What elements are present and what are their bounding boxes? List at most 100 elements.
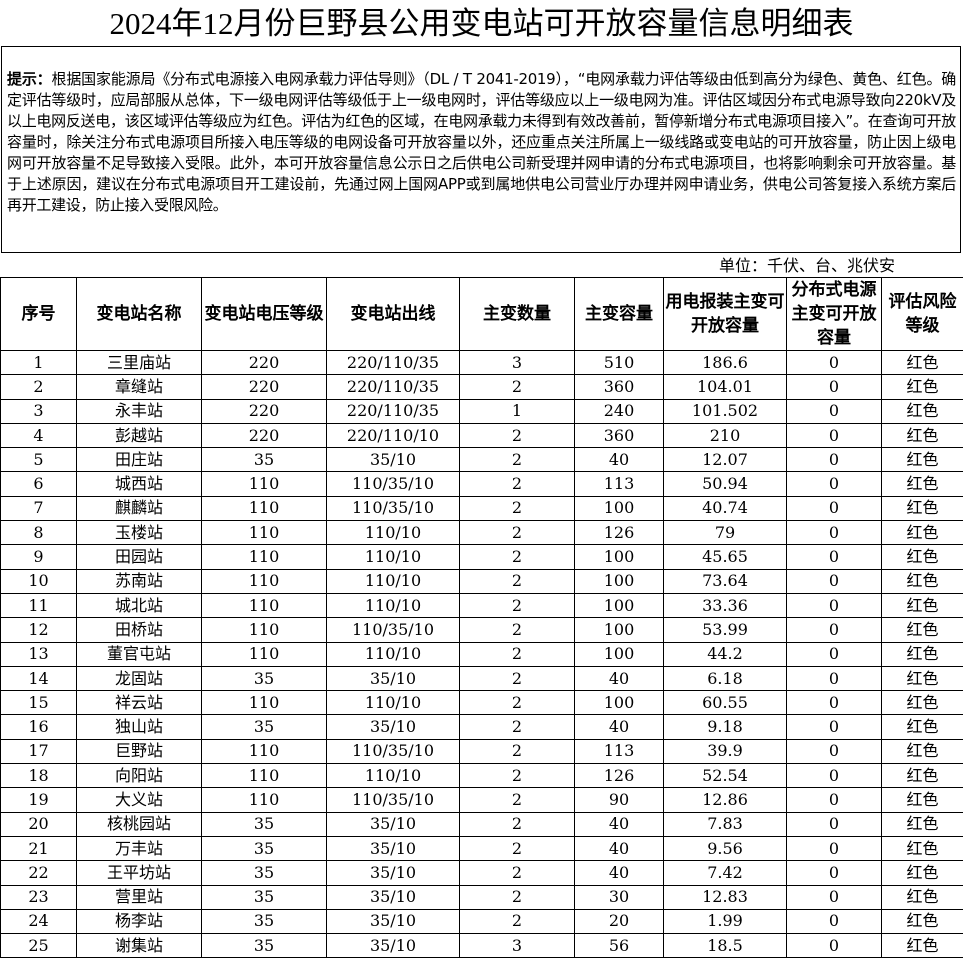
- table-cell: 田园站: [77, 545, 202, 569]
- notice-label: 提示：: [7, 70, 52, 88]
- table-cell: 0: [787, 934, 882, 958]
- table-cell: 2: [460, 423, 575, 447]
- table-cell: 7.42: [664, 861, 787, 885]
- table-cell: 110: [202, 593, 327, 617]
- table-header-row: 序号变电站名称变电站电压等级变电站出线主变数量主变容量用电报装主变可开放容量分布…: [1, 278, 963, 351]
- table-cell: 田桥站: [77, 618, 202, 642]
- column-header: 变电站出线: [327, 278, 460, 351]
- table-cell: 40: [575, 448, 664, 472]
- column-header: 变电站名称: [77, 278, 202, 351]
- table-cell: 9: [1, 545, 77, 569]
- table-cell: 19: [1, 788, 77, 812]
- column-header: 评估风险等级: [882, 278, 963, 351]
- table-cell: 52.54: [664, 764, 787, 788]
- notice-text: 根据国家能源局《分布式电源接入电网承载力评估导则》（DL / T 2041-20…: [7, 70, 956, 214]
- table-cell: 2: [460, 861, 575, 885]
- table-cell: 1: [460, 399, 575, 423]
- table-cell: 万丰站: [77, 836, 202, 860]
- table-cell: 35/10: [327, 448, 460, 472]
- notice-box: 提示：根据国家能源局《分布式电源接入电网承载力评估导则》（DL / T 2041…: [1, 46, 961, 253]
- table-cell: 11: [1, 593, 77, 617]
- table-cell: 22: [1, 861, 77, 885]
- table-cell: 2: [460, 593, 575, 617]
- table-cell: 220: [202, 399, 327, 423]
- table-cell: 110/35/10: [327, 496, 460, 520]
- table-cell: 220: [202, 351, 327, 375]
- table-cell: 35: [202, 861, 327, 885]
- table-cell: 40: [575, 861, 664, 885]
- table-cell: 20: [575, 909, 664, 933]
- table-cell: 谢集站: [77, 934, 202, 958]
- table-cell: 126: [575, 521, 664, 545]
- table-cell: 0: [787, 909, 882, 933]
- table-cell: 苏南站: [77, 569, 202, 593]
- table-cell: 麒麟站: [77, 496, 202, 520]
- table-cell: 220/110/35: [327, 375, 460, 399]
- table-cell: 9.56: [664, 836, 787, 860]
- table-cell: 永丰站: [77, 399, 202, 423]
- table-cell: 220/110/10: [327, 423, 460, 447]
- column-header: 分布式电源主变可开放容量: [787, 278, 882, 351]
- table-cell: 0: [787, 569, 882, 593]
- table-cell: 红色: [882, 569, 963, 593]
- table-cell: 大义站: [77, 788, 202, 812]
- table-cell: 110: [202, 642, 327, 666]
- column-header: 主变容量: [575, 278, 664, 351]
- table-cell: 2: [1, 375, 77, 399]
- table-cell: 110/35/10: [327, 472, 460, 496]
- table-cell: 126: [575, 764, 664, 788]
- table-cell: 0: [787, 788, 882, 812]
- table-cell: 红色: [882, 618, 963, 642]
- table-cell: 董官屯站: [77, 642, 202, 666]
- table-cell: 220/110/35: [327, 351, 460, 375]
- table-cell: 15: [1, 691, 77, 715]
- table-cell: 红色: [882, 521, 963, 545]
- table-cell: 110/10: [327, 569, 460, 593]
- table-cell: 5: [1, 448, 77, 472]
- table-cell: 2: [460, 691, 575, 715]
- table-cell: 2: [460, 642, 575, 666]
- table-cell: 6: [1, 472, 77, 496]
- table-cell: 23: [1, 885, 77, 909]
- table-cell: 101.502: [664, 399, 787, 423]
- table-cell: 12.07: [664, 448, 787, 472]
- table-cell: 220: [202, 375, 327, 399]
- table-cell: 110/10: [327, 764, 460, 788]
- table-cell: 2: [460, 739, 575, 763]
- table-cell: 红色: [882, 666, 963, 690]
- table-cell: 510: [575, 351, 664, 375]
- table-cell: 红色: [882, 399, 963, 423]
- table-cell: 17: [1, 739, 77, 763]
- table-cell: 2: [460, 836, 575, 860]
- table-cell: 0: [787, 642, 882, 666]
- table-cell: 红色: [882, 909, 963, 933]
- table-cell: 104.01: [664, 375, 787, 399]
- table-cell: 营里站: [77, 885, 202, 909]
- table-cell: 100: [575, 545, 664, 569]
- table-cell: 0: [787, 861, 882, 885]
- table-cell: 0: [787, 836, 882, 860]
- table-cell: 红色: [882, 423, 963, 447]
- table-cell: 110/35/10: [327, 618, 460, 642]
- table-cell: 110: [202, 569, 327, 593]
- table-cell: 20: [1, 812, 77, 836]
- table-cell: 9.18: [664, 715, 787, 739]
- table-cell: 红色: [882, 496, 963, 520]
- table-cell: 110: [202, 521, 327, 545]
- table-cell: 35/10: [327, 861, 460, 885]
- table-cell: 14: [1, 666, 77, 690]
- table-cell: 0: [787, 764, 882, 788]
- table-cell: 18: [1, 764, 77, 788]
- page-title: 2024年12月份巨野县公用变电站可开放容量信息明细表: [0, 4, 963, 44]
- table-cell: 章缝站: [77, 375, 202, 399]
- table-cell: 110/10: [327, 593, 460, 617]
- table-cell: 13: [1, 642, 77, 666]
